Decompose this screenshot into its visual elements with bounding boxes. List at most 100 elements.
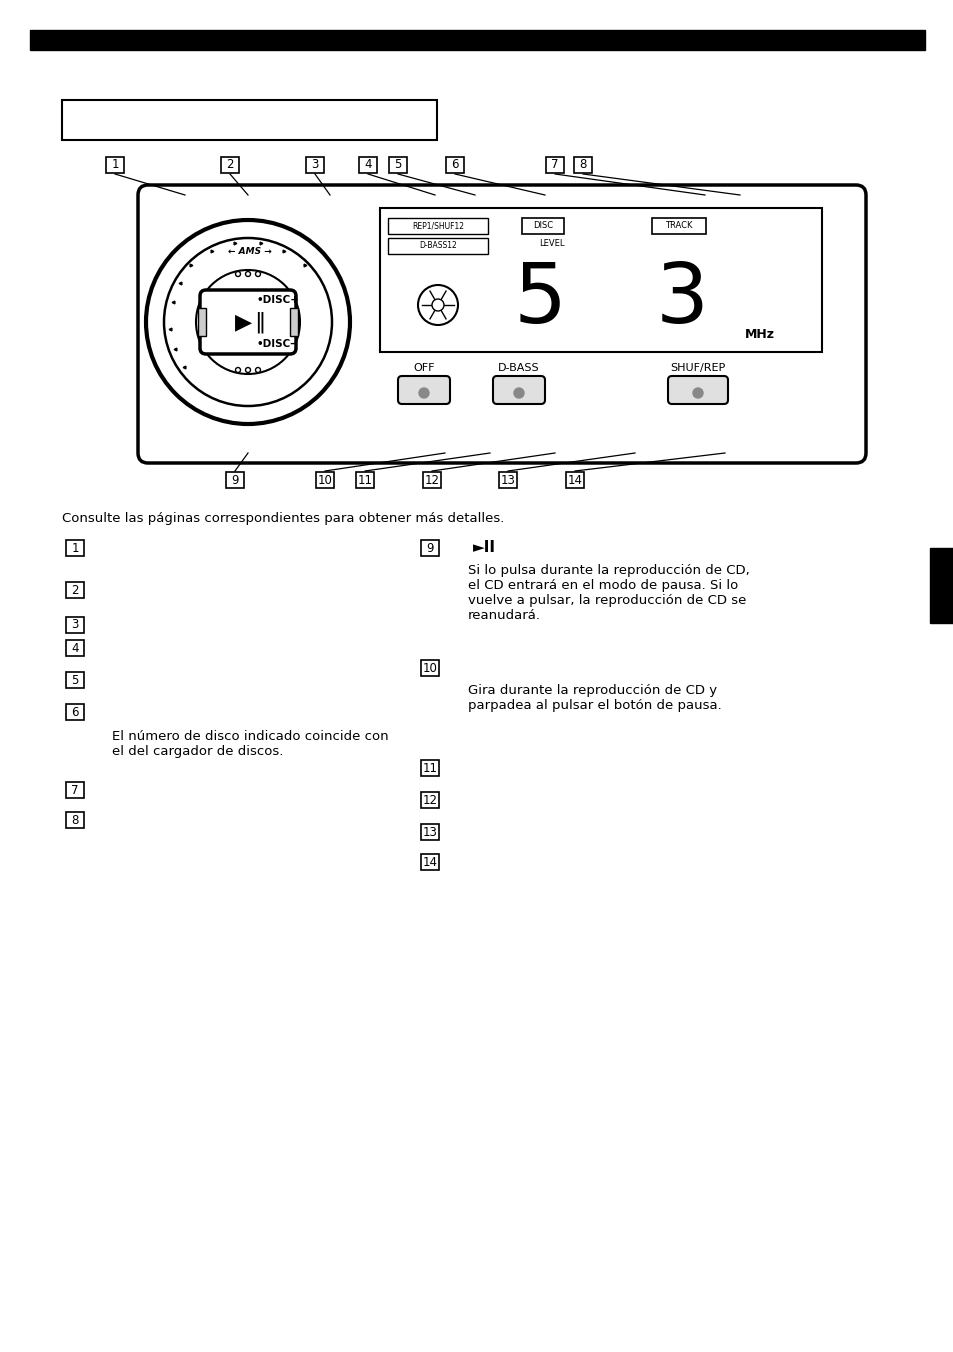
Circle shape (195, 270, 299, 375)
Text: El número de disco indicado coincide con
el del cargador de discos.: El número de disco indicado coincide con… (112, 730, 388, 758)
Bar (66, 704, 84, 721)
Bar (30, 30, 924, 50)
Bar (389, 157, 407, 173)
Text: 4: 4 (364, 158, 372, 172)
Text: 10: 10 (422, 661, 437, 675)
Bar (420, 660, 438, 676)
Text: 10: 10 (317, 473, 332, 487)
Bar (290, 308, 297, 337)
Bar (498, 472, 517, 488)
Bar (521, 218, 563, 234)
Text: 6: 6 (451, 158, 458, 172)
FancyBboxPatch shape (200, 289, 295, 354)
Circle shape (255, 272, 260, 277)
Text: 7: 7 (71, 784, 79, 796)
Text: 5: 5 (394, 158, 401, 172)
Text: 12: 12 (422, 794, 437, 807)
Text: •DISC+: •DISC+ (255, 295, 298, 306)
Text: 7: 7 (551, 158, 558, 172)
Text: SHUF/REP: SHUF/REP (670, 362, 725, 373)
Circle shape (418, 388, 429, 397)
Bar (565, 472, 583, 488)
Text: 12: 12 (424, 473, 439, 487)
Bar (358, 157, 376, 173)
Bar (226, 472, 244, 488)
Text: 14: 14 (567, 473, 582, 487)
Circle shape (146, 220, 350, 425)
Circle shape (417, 285, 457, 324)
Text: 13: 13 (500, 473, 515, 487)
Bar (422, 472, 440, 488)
Bar (420, 539, 438, 556)
Text: 2: 2 (71, 584, 79, 596)
Text: Si lo pulsa durante la reproducción de CD,
el CD entrará en el modo de pausa. Si: Si lo pulsa durante la reproducción de C… (468, 564, 749, 622)
Text: ← AMS →: ← AMS → (228, 247, 272, 257)
Text: 9: 9 (426, 542, 434, 554)
Text: 4: 4 (71, 641, 79, 654)
Bar (420, 792, 438, 808)
Text: 9: 9 (231, 473, 238, 487)
Bar (198, 308, 206, 337)
Circle shape (514, 388, 523, 397)
Text: D-BASS: D-BASS (497, 362, 539, 373)
Bar (315, 472, 334, 488)
FancyBboxPatch shape (667, 376, 727, 404)
Text: 1: 1 (112, 158, 118, 172)
Bar (62, 100, 436, 141)
Bar (651, 218, 705, 234)
Text: 3: 3 (311, 158, 318, 172)
Text: 11: 11 (422, 761, 437, 775)
Bar (355, 472, 374, 488)
Bar (306, 157, 324, 173)
Text: 11: 11 (357, 473, 372, 487)
Bar (106, 157, 124, 173)
Text: 3: 3 (71, 618, 78, 631)
Text: ►II: ►II (473, 541, 496, 556)
Text: 5: 5 (513, 260, 566, 341)
Text: 13: 13 (422, 826, 437, 838)
Bar (446, 157, 463, 173)
Circle shape (235, 368, 240, 373)
Bar (420, 760, 438, 776)
FancyBboxPatch shape (493, 376, 544, 404)
Circle shape (255, 368, 260, 373)
Text: DISC: DISC (533, 222, 553, 230)
Text: MHz: MHz (744, 329, 774, 342)
Text: ▶: ▶ (235, 312, 253, 333)
Bar (66, 539, 84, 556)
FancyBboxPatch shape (138, 185, 865, 462)
Bar (929, 548, 953, 623)
Bar (66, 617, 84, 633)
Bar (574, 157, 592, 173)
Text: Gira durante la reproducción de CD y
parpadea al pulsar el botón de pausa.: Gira durante la reproducción de CD y par… (468, 684, 721, 713)
Text: D-BASS12: D-BASS12 (418, 242, 456, 250)
Text: ‖: ‖ (254, 311, 265, 333)
Text: 5: 5 (71, 673, 78, 687)
Circle shape (164, 238, 332, 406)
Circle shape (235, 272, 240, 277)
Bar (66, 813, 84, 827)
Bar (66, 639, 84, 656)
Text: OFF: OFF (413, 362, 435, 373)
Text: LEVEL: LEVEL (538, 239, 564, 249)
Bar (221, 157, 239, 173)
Text: 8: 8 (71, 814, 78, 826)
Text: 2: 2 (226, 158, 233, 172)
Text: 6: 6 (71, 706, 79, 718)
Bar (66, 581, 84, 598)
FancyBboxPatch shape (397, 376, 450, 404)
Bar (66, 781, 84, 798)
Circle shape (432, 299, 443, 311)
Circle shape (692, 388, 702, 397)
Bar (66, 672, 84, 688)
Bar (388, 238, 488, 254)
Bar (420, 854, 438, 869)
Text: TRACK: TRACK (664, 222, 692, 230)
Text: •DISC–: •DISC– (255, 339, 295, 349)
Text: 3: 3 (655, 260, 708, 341)
Text: REP1/SHUF12: REP1/SHUF12 (412, 222, 463, 230)
Circle shape (245, 272, 251, 277)
Text: 1: 1 (71, 542, 79, 554)
FancyBboxPatch shape (379, 208, 821, 352)
Bar (388, 218, 488, 234)
